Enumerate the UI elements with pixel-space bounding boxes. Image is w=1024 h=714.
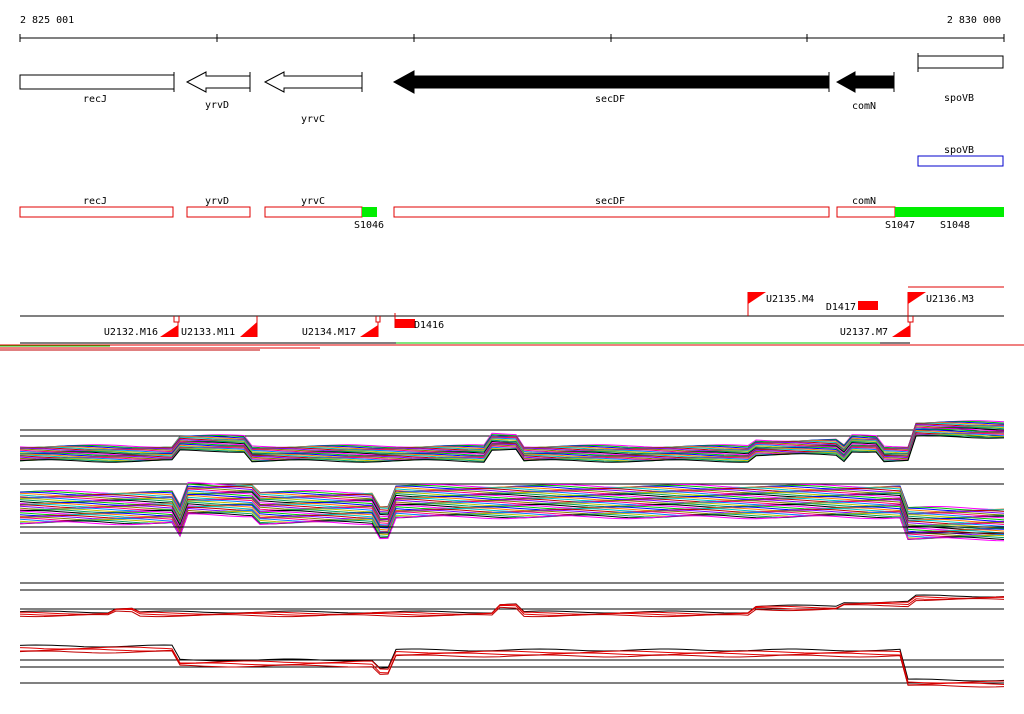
- expression-trace: [19, 513, 1005, 542]
- segment-S1048[interactable]: S1048: [895, 207, 1004, 231]
- gene-box: [19, 74, 175, 90]
- upshift-U2133-M11[interactable]: U2133.M11: [181, 316, 258, 338]
- gene-yrvC[interactable]: yrvC: [263, 71, 363, 125]
- expression-trace: [19, 648, 1005, 686]
- segment-box: [895, 207, 1004, 217]
- downshift-label: D1416: [414, 320, 444, 331]
- gene-box: [917, 55, 1004, 69]
- gene-spoVB[interactable]: spoVB: [917, 53, 1004, 104]
- expression-trace: [19, 435, 1005, 463]
- gene-arrow: [835, 71, 895, 93]
- gene-secDF[interactable]: secDF: [392, 70, 830, 105]
- segment-S1047[interactable]: S1047: [885, 220, 915, 231]
- upshift-flag: [240, 322, 257, 337]
- gene-comN[interactable]: comN: [835, 71, 895, 112]
- transcript-secDF[interactable]: secDF: [393, 196, 830, 218]
- transcript-yrvD[interactable]: yrvD: [186, 196, 251, 218]
- upshift-U2135-M4[interactable]: U2135.M4: [748, 292, 814, 305]
- upshift-U2137-M7[interactable]: U2137.M7: [840, 325, 910, 338]
- connector-bracket: [907, 316, 914, 323]
- downshift-box: [858, 301, 878, 310]
- ruler-end-label: 2 830 000: [947, 15, 1001, 26]
- gene-yrvD[interactable]: yrvD: [185, 71, 251, 111]
- upshift-U2132-M16[interactable]: U2132.M16: [104, 325, 178, 338]
- transcript-label: recJ: [83, 196, 107, 207]
- gene-label: yrvD: [205, 100, 229, 111]
- transcript-label: yrvD: [205, 196, 229, 207]
- ruler-start-label: 2 825 001: [20, 15, 74, 26]
- gene-arrow: [263, 71, 363, 93]
- transcript-label: yrvC: [301, 196, 325, 207]
- segment-label: S1047: [885, 220, 915, 231]
- gene-label: secDF: [595, 94, 625, 105]
- upshift-U2136-M3[interactable]: U2136.M3: [908, 292, 974, 305]
- transcript-box: [393, 206, 830, 218]
- transcript-box: [19, 206, 174, 218]
- annotation-label: spoVB: [944, 145, 974, 156]
- gene-label: yrvC: [301, 114, 325, 125]
- downshift-label: D1417: [826, 302, 856, 313]
- expression-profiles-bottom: [19, 582, 1005, 688]
- gene-arrow: [392, 70, 830, 94]
- expression-trace: [19, 650, 1005, 688]
- gene-recJ[interactable]: recJ: [19, 72, 175, 105]
- upshift-label: U2132.M16: [104, 327, 158, 338]
- upshift-label: U2135.M4: [766, 294, 814, 305]
- transcript-box: [264, 206, 363, 218]
- connector-bracket: [375, 316, 381, 323]
- downshift-D1416[interactable]: D1416: [394, 313, 444, 331]
- segment-S1046[interactable]: S1046: [354, 207, 384, 231]
- transcript-track: recJ yrvD yrvC secDF comN S1046 S1048 S: [19, 196, 1004, 231]
- upshift-label: U2134.M17: [302, 327, 356, 338]
- expression-trace: [19, 644, 1005, 682]
- upshift-flag: [908, 292, 926, 304]
- coordinate-ruler: 2 825 001 2 830 000: [19, 15, 1005, 42]
- gene-label: spoVB: [944, 93, 974, 104]
- expression-trace: [19, 646, 1005, 684]
- upshift-flag: [892, 325, 910, 337]
- transcript-yrvC[interactable]: yrvC: [264, 196, 363, 218]
- gene-label: comN: [852, 101, 876, 112]
- upshift-flag: [160, 325, 178, 337]
- transcript-label: secDF: [595, 196, 625, 207]
- transcript-box: [836, 206, 896, 218]
- downshift-box: [395, 319, 415, 328]
- gene-arrow: [185, 71, 251, 93]
- transcript-recJ[interactable]: recJ: [19, 196, 174, 218]
- segment-label: S1046: [354, 220, 384, 231]
- upshift-label: U2137.M7: [840, 327, 888, 338]
- transcript-box: [186, 206, 251, 218]
- segment-label: S1048: [940, 220, 970, 231]
- annotation-spoVB[interactable]: spoVB: [917, 145, 1004, 167]
- gene-track: recJ yrvD yrvC secDF comN spoVB: [19, 53, 1004, 125]
- transcript-comN[interactable]: comN: [836, 196, 896, 218]
- segment-box: [362, 207, 377, 217]
- expression-trace: [19, 598, 1005, 618]
- gene-label: recJ: [83, 94, 107, 105]
- expression-profiles-top: [19, 420, 1005, 542]
- upshift-U2134-M17[interactable]: U2134.M17: [302, 325, 378, 338]
- upshift-flag: [748, 292, 766, 304]
- annotation-box: [917, 155, 1004, 167]
- connector-bracket: [173, 316, 180, 323]
- upshift-flag: [360, 325, 378, 337]
- upshift-label: U2133.M11: [181, 327, 235, 338]
- downshift-D1417[interactable]: D1417: [826, 301, 878, 313]
- shift-track: U2132.M16 U2133.M11 U2134.M17 U2135.M4 U…: [20, 286, 1004, 344]
- upshift-label: U2136.M3: [926, 294, 974, 305]
- transcript-label: comN: [852, 196, 876, 207]
- track-separator: [0, 342, 1024, 351]
